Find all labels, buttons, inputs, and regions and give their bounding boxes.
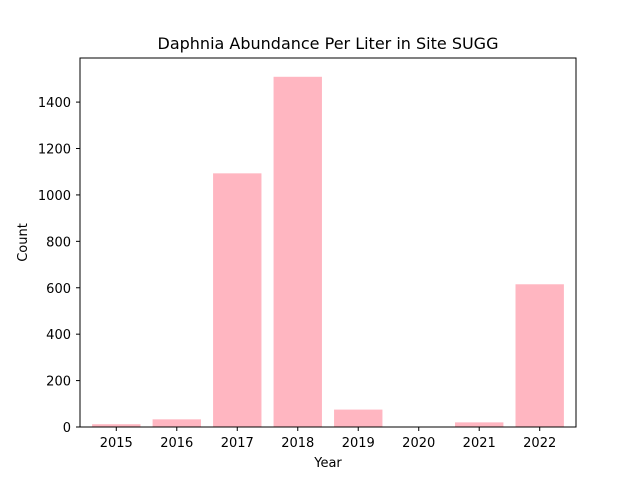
y-tick-label: 800 bbox=[46, 235, 71, 250]
x-tick-label: 2019 bbox=[342, 436, 375, 451]
bar-2015 bbox=[92, 424, 141, 427]
bar-2019 bbox=[334, 409, 383, 427]
bars-group bbox=[92, 76, 564, 428]
x-tick-label: 2017 bbox=[221, 436, 254, 451]
y-tick-label: 600 bbox=[46, 282, 71, 297]
x-tick-label: 2021 bbox=[463, 436, 496, 451]
bar-2022 bbox=[515, 284, 564, 427]
plot-area-frame bbox=[79, 57, 577, 428]
chart-title: Daphnia Abundance Per Liter in Site SUGG bbox=[158, 34, 499, 53]
y-tick-label: 400 bbox=[46, 328, 71, 343]
x-axis-label: Year bbox=[313, 456, 342, 471]
bar-2018 bbox=[273, 76, 322, 428]
bar-2017 bbox=[213, 173, 262, 427]
x-tick-label: 2018 bbox=[281, 436, 314, 451]
axis-ticks-group: 2015 2016 2017 2018 2019 2020 2021 2022 0 200 400 6… bbox=[38, 96, 556, 451]
bar-2016 bbox=[152, 419, 201, 427]
y-tick-label: 1000 bbox=[38, 189, 71, 204]
y-axis-label: Count bbox=[16, 223, 31, 262]
y-tick-label: 0 bbox=[63, 421, 71, 436]
x-tick-label: 2016 bbox=[160, 436, 193, 451]
x-tick-label: 2015 bbox=[100, 436, 133, 451]
bar-2021 bbox=[455, 422, 504, 427]
x-tick-label: 2022 bbox=[523, 436, 556, 451]
y-tick-label: 1200 bbox=[38, 143, 71, 158]
y-tick-label: 200 bbox=[46, 375, 71, 390]
x-tick-label: 2020 bbox=[402, 436, 435, 451]
y-tick-label: 1400 bbox=[38, 96, 71, 111]
